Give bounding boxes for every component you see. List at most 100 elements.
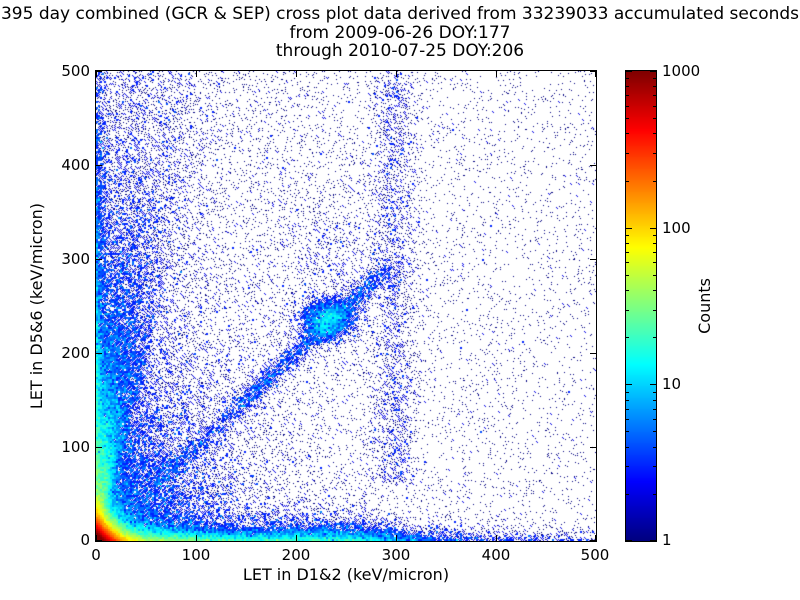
x-tick-label: 500 bbox=[580, 546, 610, 564]
y-tick-mark bbox=[590, 165, 596, 166]
scatter-density-canvas bbox=[96, 71, 596, 541]
x-tick-label: 0 bbox=[91, 546, 101, 564]
colorbar-tick-label: 1000 bbox=[662, 62, 701, 80]
colorbar-label-wrap: Counts bbox=[692, 70, 716, 542]
colorbar-minor-tick-mark bbox=[626, 262, 629, 263]
colorbar-tick-mark bbox=[626, 71, 632, 72]
colorbar-minor-tick-mark bbox=[653, 447, 656, 448]
colorbar-tick-label: 100 bbox=[662, 219, 691, 237]
colorbar-tick-mark bbox=[626, 540, 632, 541]
y-tick-label: 0 bbox=[80, 531, 90, 549]
x-tick-mark bbox=[296, 535, 297, 541]
colorbar-minor-tick-mark bbox=[653, 78, 656, 79]
x-tick-mark bbox=[96, 71, 97, 77]
colorbar-minor-tick-mark bbox=[653, 106, 656, 107]
colorbar-minor-tick-mark bbox=[626, 181, 629, 182]
colorbar-minor-tick-mark bbox=[626, 78, 629, 79]
colorbar-minor-tick-mark bbox=[653, 95, 656, 96]
colorbar-minor-tick-mark bbox=[653, 153, 656, 154]
y-tick-mark bbox=[96, 165, 102, 166]
colorbar-minor-tick-mark bbox=[653, 262, 656, 263]
colorbar-minor-tick-mark bbox=[626, 106, 629, 107]
colorbar-minor-tick-mark bbox=[653, 431, 656, 432]
colorbar-minor-tick-mark bbox=[653, 133, 656, 134]
colorbar-minor-tick-mark bbox=[626, 243, 629, 244]
y-tick-label: 500 bbox=[61, 62, 90, 80]
colorbar-minor-tick-mark bbox=[626, 235, 629, 236]
chart-subtitle-from: from 2009-06-26 DOY:177 bbox=[289, 23, 511, 43]
colorbar-minor-tick-mark bbox=[653, 419, 656, 420]
y-tick-label: 300 bbox=[61, 250, 90, 268]
y-tick-label: 200 bbox=[61, 344, 90, 362]
y-tick-mark bbox=[590, 353, 596, 354]
colorbar-minor-tick-mark bbox=[653, 275, 656, 276]
colorbar-tick-mark bbox=[650, 384, 656, 385]
colorbar-minor-tick-mark bbox=[626, 95, 629, 96]
colorbar-minor-tick-mark bbox=[626, 337, 629, 338]
colorbar-tick-mark bbox=[650, 540, 656, 541]
colorbar-minor-tick-mark bbox=[653, 310, 656, 311]
y-tick-mark bbox=[590, 259, 596, 260]
colorbar-minor-tick-mark bbox=[626, 392, 629, 393]
colorbar-minor-tick-mark bbox=[626, 153, 629, 154]
colorbar-minor-tick-mark bbox=[626, 419, 629, 420]
x-axis-label: LET in D1&2 (keV/micron) bbox=[242, 565, 450, 584]
chart-title: 395 day combined (GCR & SEP) cross plot … bbox=[0, 4, 800, 24]
colorbar-minor-tick-mark bbox=[653, 466, 656, 467]
y-tick-mark bbox=[590, 447, 596, 448]
x-tick-label: 100 bbox=[181, 546, 211, 564]
x-tick-mark bbox=[496, 535, 497, 541]
colorbar-tick-label: 10 bbox=[662, 375, 682, 393]
colorbar-tick-mark bbox=[626, 228, 632, 229]
x-tick-mark bbox=[96, 535, 97, 541]
colorbar-minor-tick-mark bbox=[626, 466, 629, 467]
x-tick-label: 200 bbox=[281, 546, 311, 564]
colorbar-tick-label: 1 bbox=[662, 531, 672, 549]
colorbar-minor-tick-mark bbox=[653, 86, 656, 87]
colorbar-minor-tick-mark bbox=[653, 235, 656, 236]
colorbar-tick-mark bbox=[650, 228, 656, 229]
y-tick-mark bbox=[96, 353, 102, 354]
x-tick-mark bbox=[396, 71, 397, 77]
y-tick-mark bbox=[96, 447, 102, 448]
colorbar-minor-tick-mark bbox=[653, 290, 656, 291]
x-tick-mark bbox=[196, 71, 197, 77]
y-tick-mark bbox=[590, 540, 596, 541]
colorbar-minor-tick-mark bbox=[653, 400, 656, 401]
colorbar-gradient-canvas bbox=[626, 71, 656, 541]
colorbar-minor-tick-mark bbox=[626, 118, 629, 119]
x-tick-mark bbox=[496, 71, 497, 77]
x-tick-mark bbox=[396, 535, 397, 541]
colorbar-tick-mark bbox=[650, 71, 656, 72]
x-tick-label: 400 bbox=[481, 546, 511, 564]
y-tick-mark bbox=[96, 71, 102, 72]
y-axis-label: LET in D5&6 (keV/micron) bbox=[26, 202, 46, 410]
x-tick-label: 300 bbox=[381, 546, 411, 564]
x-tick-mark bbox=[296, 71, 297, 77]
colorbar-minor-tick-mark bbox=[626, 86, 629, 87]
x-tick-mark bbox=[595, 71, 596, 77]
colorbar-minor-tick-mark bbox=[653, 118, 656, 119]
colorbar-minor-tick-mark bbox=[626, 275, 629, 276]
colorbar-minor-tick-mark bbox=[653, 181, 656, 182]
y-tick-mark bbox=[96, 540, 102, 541]
colorbar-minor-tick-mark bbox=[653, 494, 656, 495]
colorbar-minor-tick-mark bbox=[653, 392, 656, 393]
colorbar-minor-tick-mark bbox=[626, 400, 629, 401]
y-axis-label-wrap: LET in D5&6 (keV/micron) bbox=[24, 70, 48, 542]
colorbar-minor-tick-mark bbox=[626, 409, 629, 410]
y-tick-label: 100 bbox=[61, 438, 90, 456]
plot-area bbox=[95, 70, 597, 542]
colorbar-minor-tick-mark bbox=[626, 252, 629, 253]
colorbar-minor-tick-mark bbox=[653, 337, 656, 338]
colorbar-minor-tick-mark bbox=[626, 494, 629, 495]
y-tick-mark bbox=[590, 71, 596, 72]
x-tick-mark bbox=[196, 535, 197, 541]
colorbar-tick-mark bbox=[626, 384, 632, 385]
x-tick-mark bbox=[595, 535, 596, 541]
colorbar-minor-tick-mark bbox=[653, 409, 656, 410]
colorbar-minor-tick-mark bbox=[626, 133, 629, 134]
colorbar-minor-tick-mark bbox=[626, 431, 629, 432]
colorbar bbox=[625, 70, 657, 542]
colorbar-label: Counts bbox=[694, 278, 714, 334]
